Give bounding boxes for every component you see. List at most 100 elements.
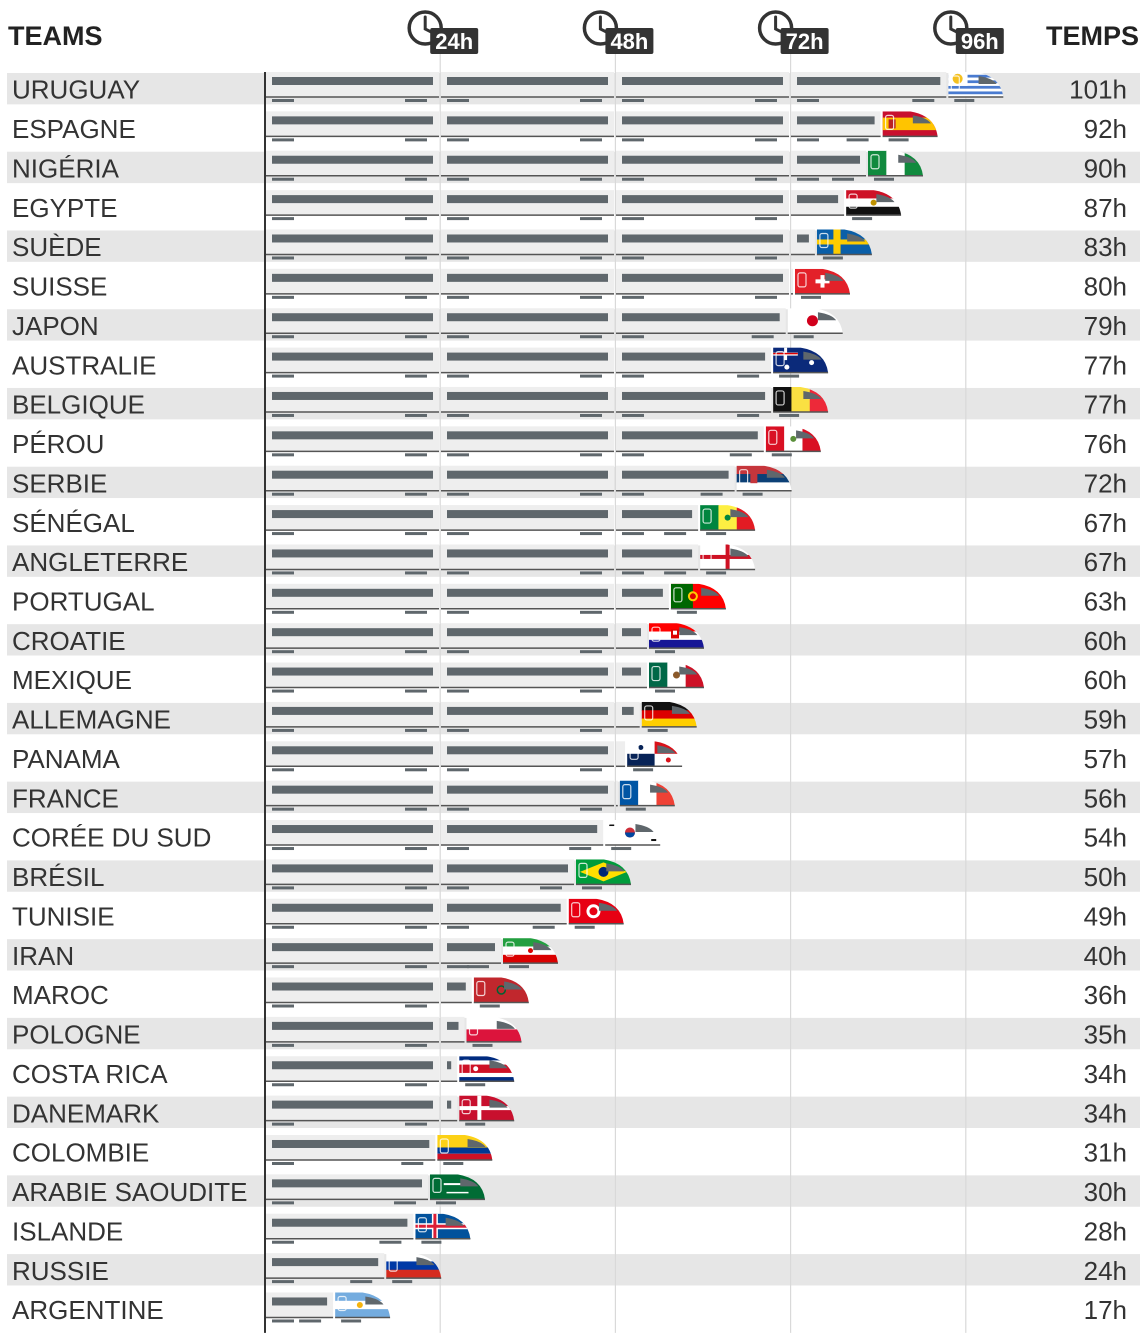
cab-window	[657, 745, 676, 754]
train-bar	[266, 150, 923, 181]
train-carriage	[266, 938, 439, 969]
train-bar	[266, 780, 675, 811]
cab-window	[847, 233, 866, 242]
locomotive-germany-flag-icon	[641, 701, 697, 732]
team-label: COSTA RICA	[12, 1059, 168, 1089]
team-label: MAROC	[12, 980, 109, 1010]
cab-window	[730, 509, 749, 518]
train-carriage	[616, 268, 789, 299]
train-carriage	[441, 544, 614, 575]
train-bar	[266, 859, 631, 890]
cab-window	[489, 1060, 508, 1069]
train-carriage	[441, 701, 614, 732]
value-label: 24h	[1084, 1256, 1127, 1286]
team-label: COLOMBIE	[12, 1138, 149, 1168]
train-bar	[266, 1134, 493, 1165]
cab-window	[825, 272, 844, 281]
train-carriage	[441, 150, 614, 181]
train-carriage	[266, 662, 439, 693]
cab-window	[496, 1020, 515, 1029]
value-label: 59h	[1084, 705, 1127, 735]
team-label: URUGUAY	[12, 75, 140, 105]
train-carriage	[266, 465, 439, 496]
locomotive-spain-flag-icon	[882, 111, 938, 142]
value-label: 56h	[1084, 783, 1127, 813]
team-label: SUISSE	[12, 272, 107, 302]
train-carriage	[441, 268, 614, 299]
tick-24h: 24h	[407, 10, 479, 54]
train-bar	[266, 1292, 391, 1323]
cab-window	[730, 548, 749, 557]
team-label: CORÉE DU SUD	[12, 823, 211, 853]
train-carriage	[266, 701, 439, 732]
train-carriage	[616, 583, 669, 610]
train-bar	[266, 229, 872, 260]
train-carriage	[441, 859, 574, 890]
train-carriage	[616, 741, 626, 768]
locomotive-colombia-flag-icon	[437, 1134, 493, 1165]
value-label: 101h	[1069, 75, 1127, 105]
train-carriage	[266, 150, 439, 181]
train-carriage	[266, 111, 439, 142]
train-carriage	[266, 741, 439, 772]
locomotive-south-korea-flag-icon	[605, 820, 661, 851]
train-carriage	[616, 662, 647, 689]
train-bar	[266, 938, 558, 969]
train-bar	[266, 662, 704, 693]
train-bar	[266, 583, 726, 614]
value-label: 35h	[1084, 1020, 1127, 1050]
train-carriage	[441, 1016, 465, 1043]
train-carriage	[266, 72, 439, 102]
row-stripe	[7, 1017, 1140, 1050]
train-carriage	[266, 1292, 334, 1323]
team-label: FRANCE	[12, 783, 119, 813]
tick-label-box	[430, 28, 479, 54]
team-label: IRAN	[12, 941, 74, 971]
tick-96h: 96h	[933, 10, 1004, 54]
train-carriage	[266, 1016, 439, 1047]
train-bar	[266, 386, 829, 417]
tick-label: 96h	[961, 29, 999, 54]
team-label: PÉROU	[12, 429, 104, 459]
tick-48h: 48h	[582, 10, 654, 54]
value-label: 40h	[1084, 941, 1127, 971]
team-label: ARGENTINE	[12, 1295, 164, 1325]
train-bar	[266, 426, 821, 457]
value-label: 60h	[1084, 626, 1127, 656]
team-label: ISLANDE	[12, 1216, 123, 1246]
train-bar	[266, 308, 843, 339]
row-stripe	[7, 1254, 1140, 1286]
train-carriage	[441, 898, 567, 929]
cab-window	[796, 430, 815, 439]
train-bar	[266, 268, 850, 299]
row-stripe	[7, 1096, 1140, 1128]
value-label: 60h	[1084, 665, 1127, 695]
train-carriage	[266, 426, 439, 457]
train-carriage	[441, 386, 614, 417]
team-label: MEXIQUE	[12, 665, 132, 695]
train-bar	[266, 977, 529, 1008]
locomotive-iran-flag-icon	[503, 938, 558, 969]
cab-window	[803, 351, 822, 360]
grid-lines	[439, 42, 967, 1333]
value-label: 17h	[1084, 1295, 1127, 1325]
train-carriage	[266, 977, 439, 1008]
locomotive-iceland-flag-icon	[415, 1213, 471, 1244]
value-labels: 101h 92h 90h 87h 83h 80h 79h 77h 77h 76h 72h 67h 67h…	[1069, 75, 1127, 1325]
locomotive-russia-flag-icon	[386, 1253, 442, 1284]
tick-label: 48h	[610, 29, 648, 54]
train-carriage	[791, 72, 947, 102]
value-label: 34h	[1084, 1059, 1127, 1089]
value-label: 79h	[1084, 311, 1127, 341]
train-carriage	[441, 780, 614, 811]
train-carriage	[441, 505, 614, 536]
train-carriage	[441, 938, 501, 969]
team-label: CROATIE	[12, 626, 126, 656]
value-label: 87h	[1084, 193, 1127, 223]
value-label: 31h	[1084, 1138, 1127, 1168]
train-carriage	[441, 662, 614, 693]
team-label: ESPAGNE	[12, 114, 136, 144]
train-carriage	[441, 977, 472, 1004]
locomotive-uruguay-flag-icon	[948, 72, 1004, 102]
value-label: 80h	[1084, 272, 1127, 302]
